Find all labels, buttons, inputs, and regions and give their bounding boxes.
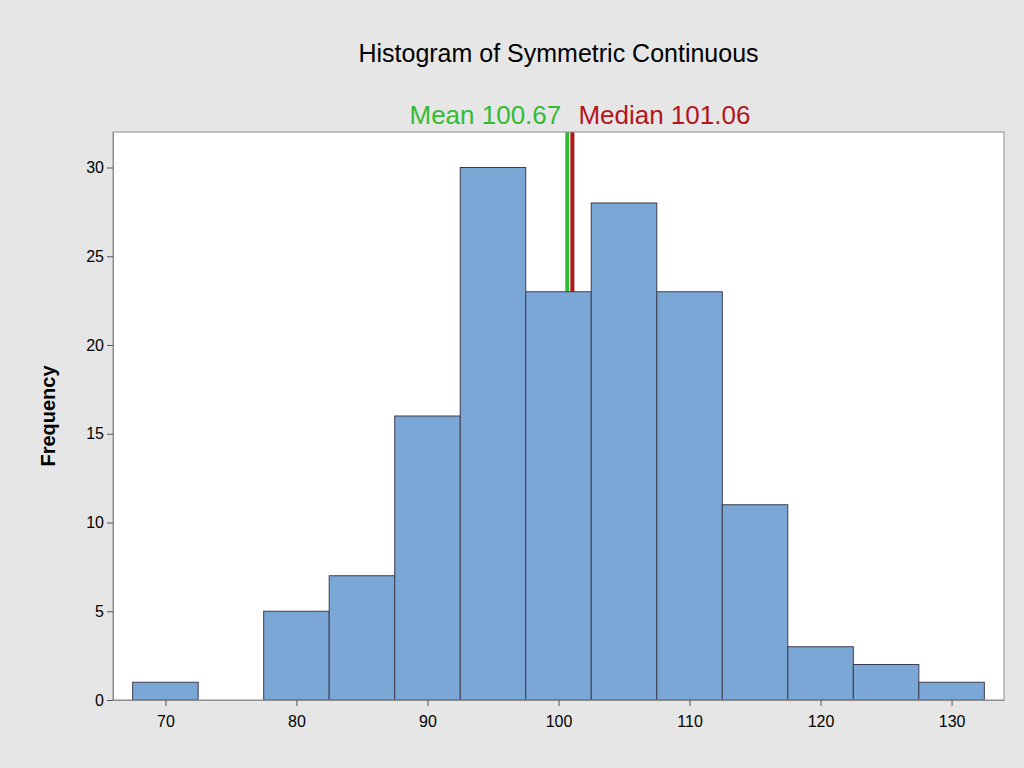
tick-mark	[690, 700, 691, 706]
chart: 70 80 90 100 110 120 130 0 5 10 15 20 25 30 Histogram …	[0, 0, 1024, 768]
y-axis: 0 5 10 15 20 25 30	[86, 133, 113, 709]
axis-line	[113, 133, 114, 701]
y-axis-title: Frequency	[37, 365, 59, 467]
tick: 100	[546, 700, 573, 730]
tick: 10	[86, 514, 113, 531]
tick-label: 80	[288, 713, 306, 730]
tick: 20	[86, 337, 113, 354]
tick-mark	[107, 256, 113, 257]
tick: 80	[288, 700, 306, 730]
tick-label: 70	[157, 713, 175, 730]
tick-mark	[107, 345, 113, 346]
tick-label: 20	[86, 337, 104, 354]
tick-label: 0	[95, 692, 104, 709]
tick-mark	[296, 700, 297, 706]
tick: 130	[939, 700, 966, 730]
tick-label: 110	[677, 713, 703, 730]
tick-mark	[427, 700, 428, 706]
bar	[526, 292, 592, 700]
tick-label: 10	[86, 514, 104, 531]
tick: 110	[677, 700, 703, 730]
bar	[788, 647, 854, 700]
tick: 0	[95, 692, 113, 709]
bar	[591, 203, 657, 700]
marks	[133, 132, 985, 700]
plot-area	[113, 132, 1004, 700]
tick-mark	[107, 700, 113, 701]
tick-label: 15	[86, 425, 104, 442]
tick-label: 120	[808, 713, 835, 730]
tick-mark	[952, 700, 953, 706]
bar	[853, 665, 919, 701]
reference-label: Mean 100.67	[409, 100, 561, 130]
tick: 15	[86, 425, 113, 442]
tick: 30	[86, 159, 113, 176]
bar	[395, 416, 461, 700]
tick-mark	[821, 700, 822, 706]
bar	[460, 168, 526, 701]
tick: 90	[419, 700, 437, 730]
bar	[329, 576, 395, 700]
plot: 70 80 90 100 110 120 130 0 5 10 15 20 25 30	[86, 132, 1004, 730]
tick-label: 30	[86, 159, 104, 176]
tick: 70	[157, 700, 175, 730]
tick: 25	[86, 248, 113, 265]
reference-label: Median 101.06	[578, 100, 750, 130]
tick-mark	[107, 523, 113, 524]
tick-label: 25	[86, 248, 104, 265]
tick-mark	[559, 700, 560, 706]
tick: 5	[95, 603, 113, 620]
tick-mark	[165, 700, 166, 706]
bar	[133, 682, 199, 700]
tick-mark	[107, 168, 113, 169]
bar	[722, 505, 788, 700]
bar	[264, 611, 330, 700]
tick-mark	[107, 434, 113, 435]
bar	[919, 682, 985, 700]
tick-mark	[107, 611, 113, 612]
title: Histogram of Symmetric Continuous	[358, 39, 758, 67]
tick-label: 5	[95, 603, 104, 620]
background	[0, 0, 1024, 768]
bar	[657, 292, 723, 700]
tick-label: 90	[419, 713, 437, 730]
tick: 120	[808, 700, 835, 730]
tick-label: 100	[546, 713, 573, 730]
x-axis: 70 80 90 100 110 120 130	[114, 700, 1005, 730]
plot-frame	[113, 132, 1004, 700]
tick-label: 130	[939, 713, 966, 730]
